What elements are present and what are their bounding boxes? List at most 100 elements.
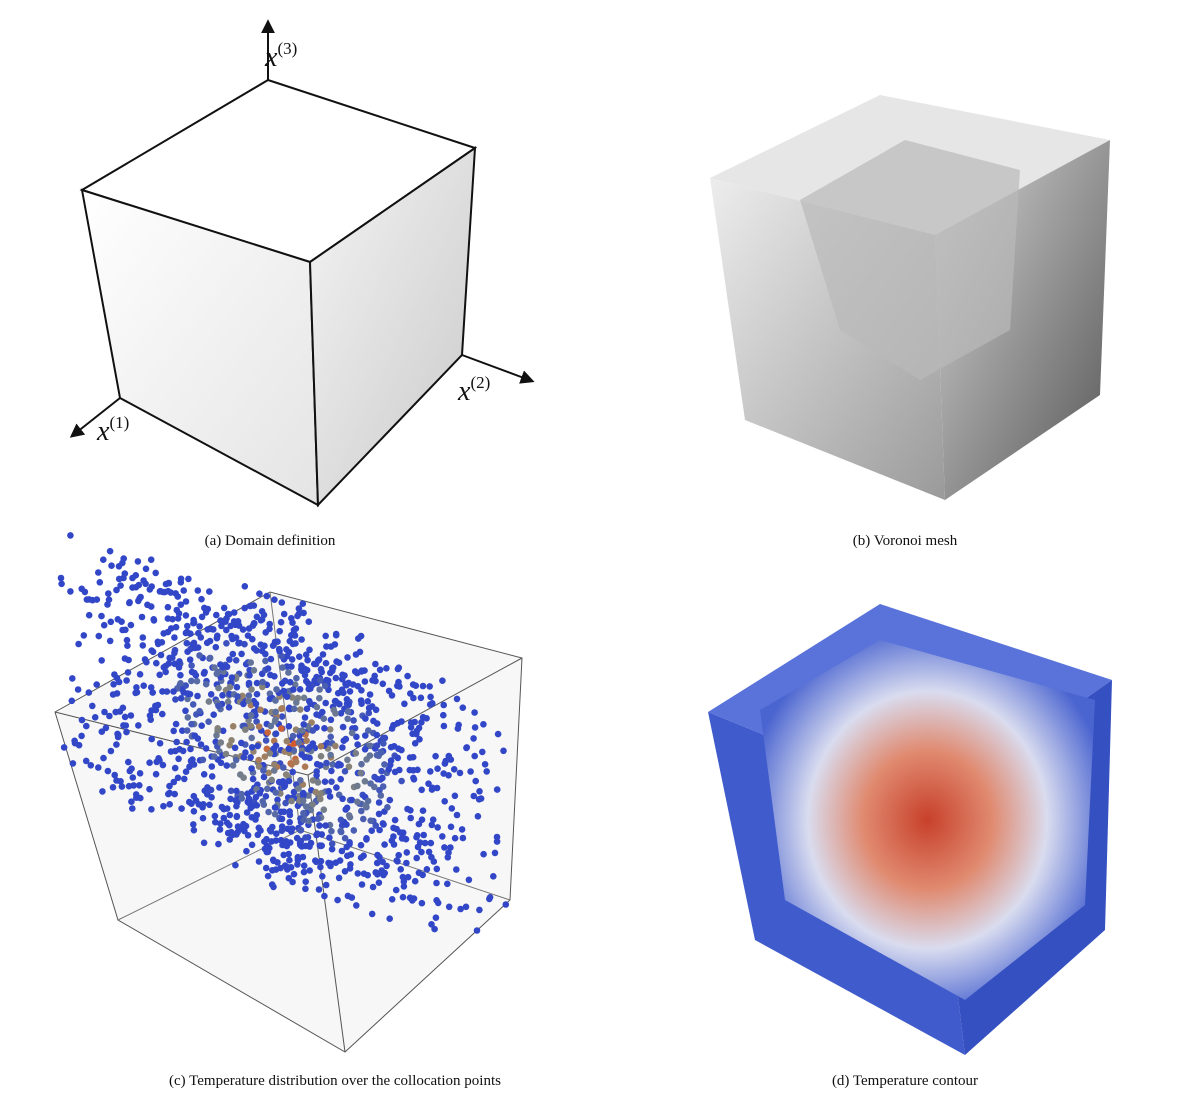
point: [194, 587, 202, 594]
point: [184, 622, 191, 630]
point: [182, 682, 189, 689]
point: [375, 799, 383, 806]
point: [455, 721, 463, 729]
axis-label: x(2): [457, 373, 490, 407]
point: [246, 672, 253, 679]
point: [217, 759, 225, 767]
point: [174, 774, 182, 782]
point: [297, 777, 304, 784]
point: [439, 677, 446, 684]
point: [216, 826, 224, 833]
point: [278, 599, 286, 606]
point: [85, 689, 93, 696]
point: [172, 720, 180, 728]
point: [365, 704, 373, 712]
point: [342, 806, 350, 813]
point: [245, 697, 252, 705]
point: [365, 709, 373, 717]
point: [346, 688, 354, 695]
point: [472, 777, 480, 785]
point: [363, 835, 370, 842]
point: [171, 649, 178, 657]
point: [311, 677, 318, 684]
point: [239, 626, 247, 633]
point: [211, 753, 218, 760]
point: [432, 752, 439, 760]
point: [213, 732, 220, 739]
point: [191, 644, 199, 652]
point: [475, 796, 483, 803]
point: [129, 774, 137, 781]
point: [361, 678, 369, 685]
point: [434, 765, 441, 772]
point: [453, 866, 460, 873]
point: [69, 675, 76, 682]
point: [270, 767, 278, 774]
point: [327, 862, 334, 870]
point: [292, 640, 299, 647]
point: [358, 881, 366, 888]
point: [304, 745, 312, 753]
point: [285, 850, 293, 858]
point: [206, 654, 214, 662]
point: [115, 731, 122, 739]
point: [447, 823, 455, 831]
point: [229, 650, 237, 658]
point: [445, 903, 453, 911]
point: [493, 833, 501, 841]
point: [248, 744, 256, 751]
point: [471, 724, 479, 731]
panel-c: (c) Temperature distribution over the co…: [54, 532, 523, 1089]
point: [486, 895, 493, 903]
point: [310, 660, 318, 668]
point: [83, 722, 90, 730]
point: [264, 665, 272, 672]
point: [317, 863, 324, 871]
point: [348, 894, 356, 901]
point: [413, 832, 421, 839]
point: [229, 723, 237, 730]
point: [200, 839, 208, 847]
point: [292, 758, 300, 766]
point: [142, 565, 150, 573]
point: [172, 623, 180, 631]
point: [201, 668, 208, 676]
point: [332, 630, 340, 638]
point: [156, 740, 164, 747]
point: [274, 859, 281, 866]
point: [128, 798, 135, 805]
point: [152, 770, 160, 778]
point: [391, 768, 399, 776]
point: [134, 558, 142, 565]
point: [202, 609, 210, 616]
point: [372, 660, 379, 668]
point: [228, 674, 236, 681]
point: [354, 870, 362, 877]
point: [212, 643, 220, 651]
point: [339, 795, 346, 803]
point: [283, 737, 291, 745]
point: [473, 927, 481, 934]
point: [379, 774, 386, 782]
point: [118, 783, 126, 790]
point: [387, 757, 395, 764]
point: [123, 636, 131, 644]
point: [411, 740, 419, 747]
axis-label: x(3): [264, 39, 297, 73]
point: [279, 664, 286, 671]
point: [313, 711, 320, 718]
point: [157, 651, 165, 659]
point: [341, 768, 349, 775]
point: [440, 770, 448, 777]
point: [404, 873, 412, 881]
point: [233, 787, 240, 795]
point: [465, 876, 473, 884]
point: [262, 629, 270, 636]
point: [175, 664, 183, 671]
point: [312, 788, 320, 796]
point: [392, 886, 400, 894]
point: [410, 694, 417, 702]
point: [317, 752, 325, 760]
point: [300, 609, 307, 617]
point: [243, 847, 250, 855]
